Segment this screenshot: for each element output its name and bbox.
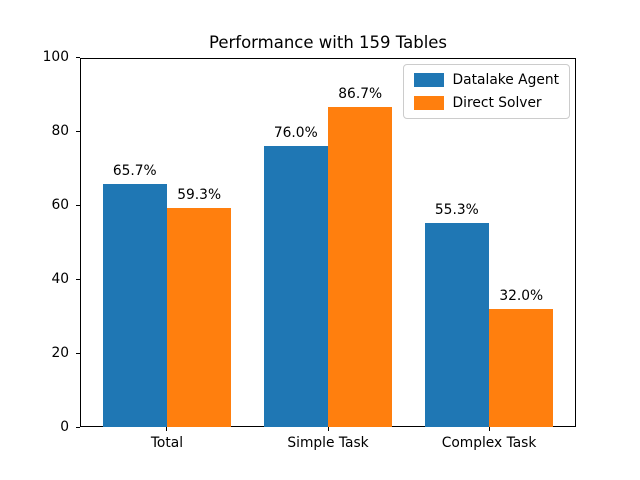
y-axis-tick-label: 100 (42, 49, 69, 65)
bar-direct-solver (489, 308, 554, 428)
bar-value-label: 76.0% (273, 125, 318, 142)
x-axis-tick-label: Total (150, 435, 184, 452)
y-axis-tick-mark (76, 426, 80, 428)
legend: Datalake Agent Direct Solver (402, 64, 570, 119)
y-axis-tick-mark (76, 130, 80, 132)
bar-datalake-agent (424, 222, 490, 428)
y-axis-tick-mark (76, 204, 80, 206)
bar-value-label: 65.7% (112, 163, 157, 180)
legend-label: Datalake Agent (452, 72, 559, 88)
bar-value-label: 86.7% (338, 85, 383, 102)
x-axis-tick-mark (488, 427, 490, 432)
y-axis-tick-label: 20 (51, 344, 69, 361)
bar-value-label: 32.0% (499, 287, 544, 304)
legend-item: Direct Solver (413, 95, 559, 111)
y-axis-tick-mark (76, 278, 80, 280)
y-axis-tick-label: 40 (51, 270, 69, 287)
y-axis-tick-mark (76, 57, 80, 58)
bar-datalake-agent (263, 146, 328, 428)
bar-value-label: 59.3% (177, 186, 222, 203)
x-axis-tick-label: Simple Task (287, 435, 369, 452)
y-axis-tick-mark (76, 352, 80, 354)
bar-value-label: 55.3% (434, 201, 479, 218)
bar-direct-solver (166, 207, 232, 428)
y-axis-tick-label: 0 (60, 418, 69, 435)
legend-item: Datalake Agent (413, 72, 559, 88)
legend-label: Direct Solver (452, 95, 542, 111)
bar-datalake-agent (102, 184, 167, 428)
y-axis-tick-label: 80 (51, 122, 69, 139)
legend-swatch (413, 73, 444, 87)
x-axis-tick-mark (166, 427, 168, 432)
legend-swatch (413, 96, 444, 110)
x-axis-tick-label: Complex Task (441, 435, 537, 452)
x-axis-tick-mark (327, 427, 329, 432)
y-axis-tick-label: 60 (51, 196, 69, 213)
bar-direct-solver (328, 106, 393, 428)
chart-title: Performance with 159 Tables (208, 33, 448, 52)
